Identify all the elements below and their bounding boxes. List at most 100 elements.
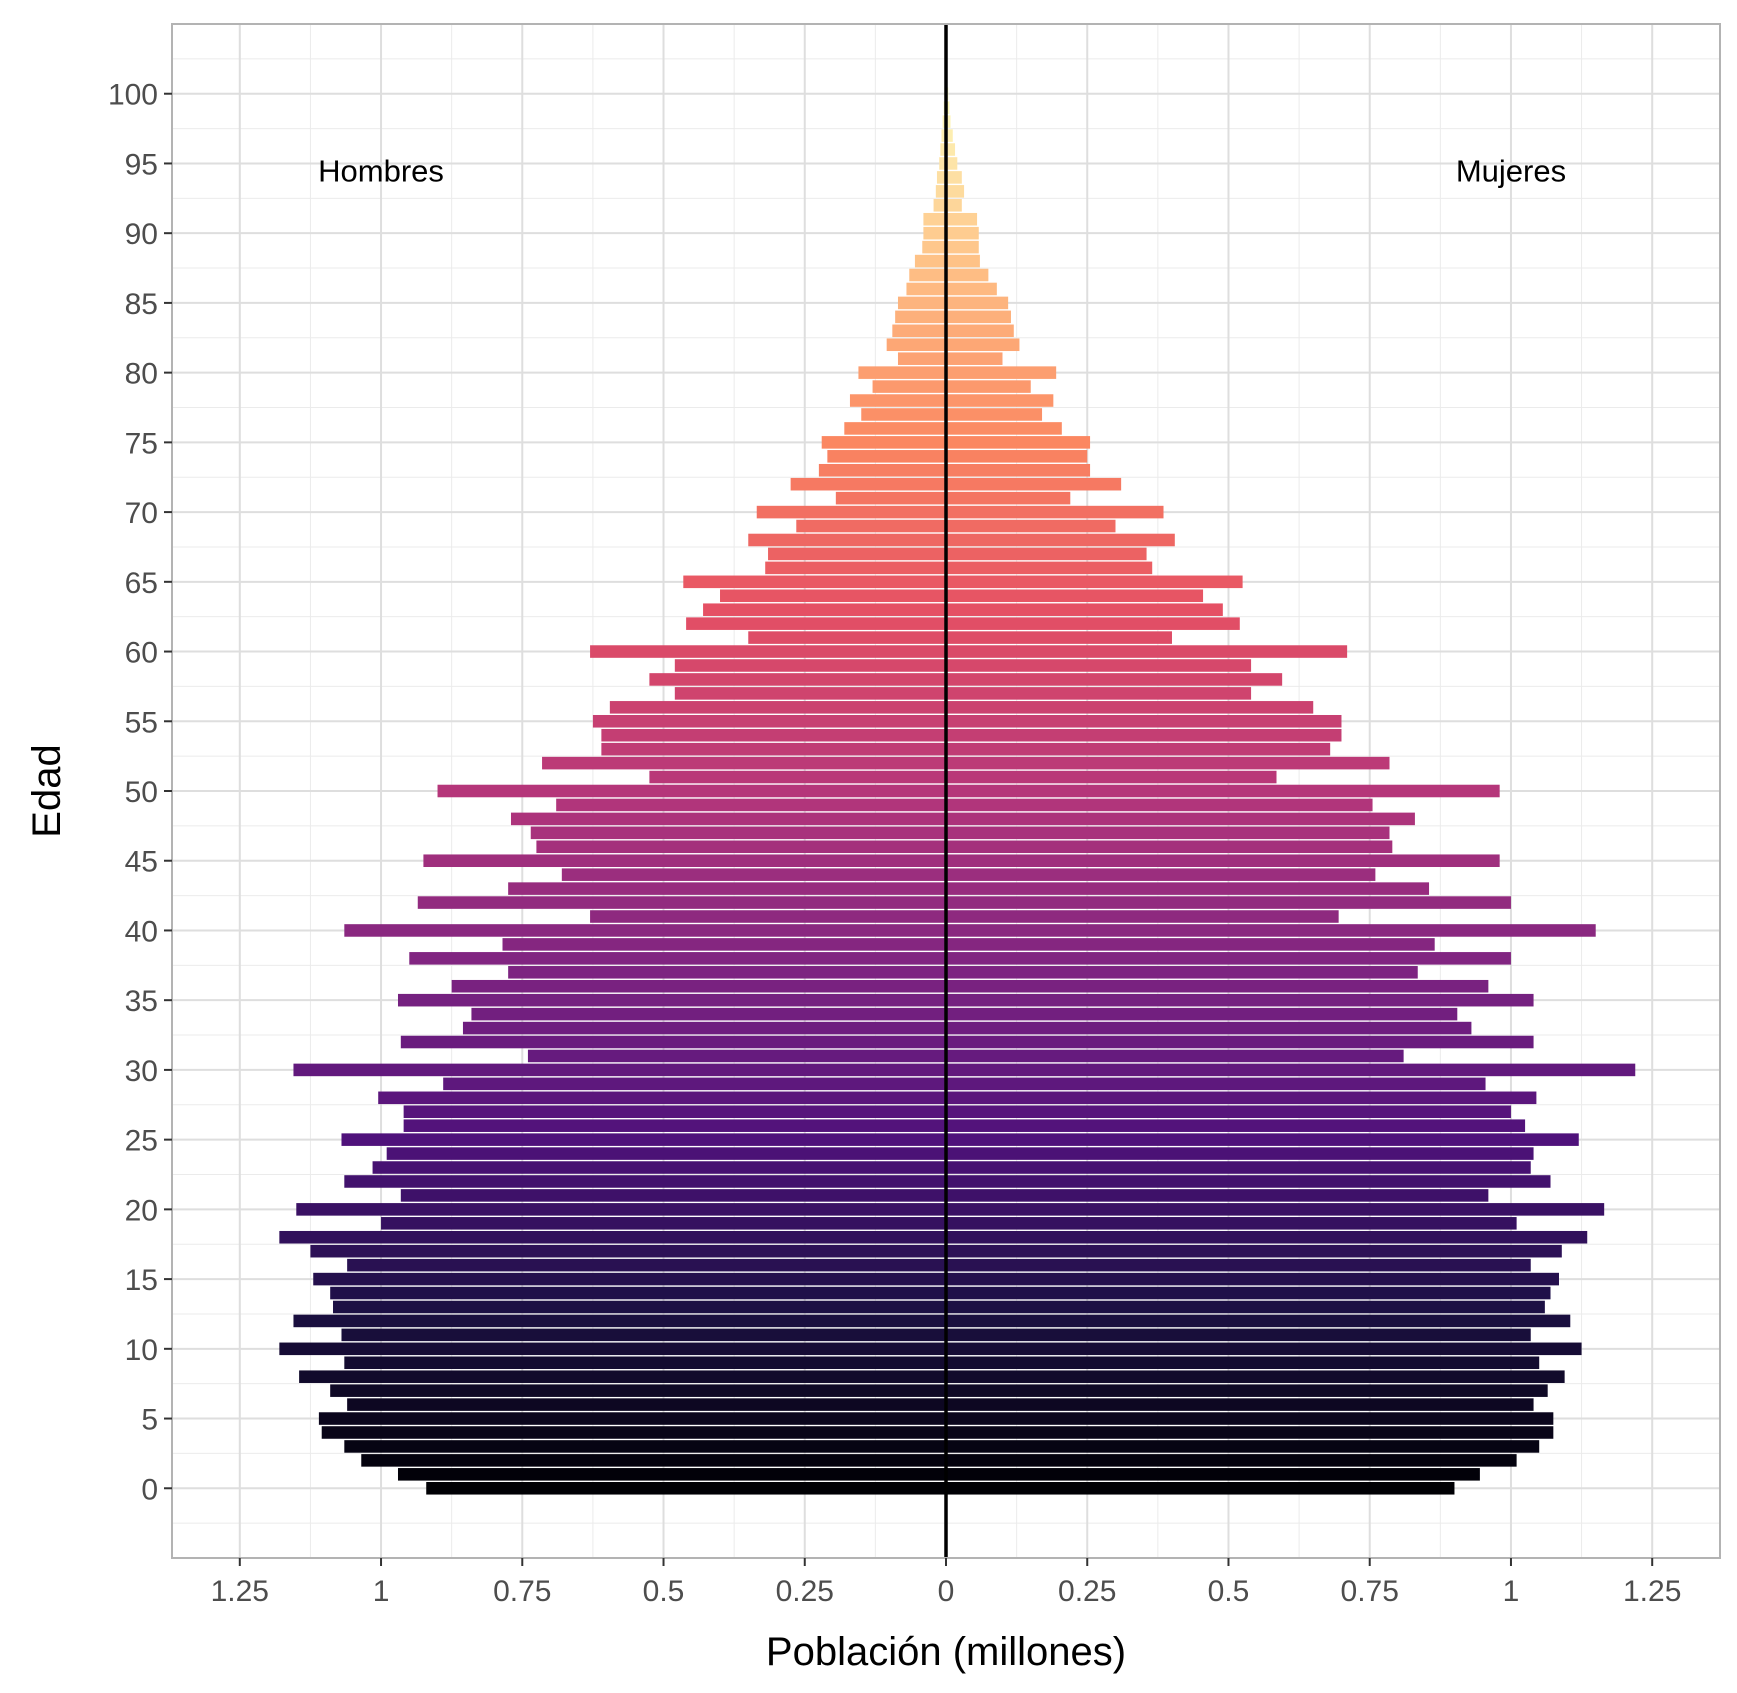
bar-mujeres-age-17: [946, 1244, 1562, 1258]
bar-mujeres-age-27: [946, 1105, 1511, 1119]
bar-hombres-age-73: [818, 463, 946, 477]
bar-mujeres-age-93: [946, 185, 965, 198]
x-tick-label: 0.75: [1341, 1575, 1399, 1608]
bars: [279, 87, 1636, 1495]
bar-mujeres-age-87: [946, 268, 989, 282]
bar-mujeres-age-22: [946, 1175, 1551, 1188]
bar-hombres-age-26: [403, 1119, 947, 1132]
y-tick-label: 25: [125, 1125, 158, 1158]
bar-hombres-age-69: [796, 519, 946, 533]
bar-hombres-age-41: [590, 910, 946, 923]
y-axis: 0 5 10 15 20 25 30 35 40 45 50 55 60 65 70 75 80 85 90 95 10…: [108, 79, 172, 1506]
bar-hombres-age-68: [748, 533, 946, 547]
bar-mujeres-age-4: [946, 1426, 1554, 1439]
bar-mujeres-age-5: [946, 1412, 1554, 1425]
bar-hombres-age-11: [341, 1328, 947, 1342]
bar-mujeres-age-49: [946, 798, 1373, 812]
bar-mujeres-age-81: [946, 352, 1003, 365]
bar-mujeres-age-38: [946, 952, 1511, 965]
bar-mujeres-age-51: [946, 770, 1277, 784]
bar-mujeres-age-33: [946, 1021, 1472, 1035]
bar-mujeres-age-15: [946, 1272, 1559, 1286]
bar-mujeres-age-79: [946, 380, 1031, 393]
bar-hombres-age-76: [844, 422, 946, 435]
y-tick-label: 80: [125, 358, 158, 391]
y-tick-label: 15: [125, 1264, 158, 1297]
bar-hombres-age-44: [561, 868, 946, 881]
bar-mujeres-age-92: [946, 199, 962, 212]
y-tick-label: 85: [125, 288, 158, 321]
bar-hombres-age-81: [897, 352, 946, 365]
bar-mujeres-age-84: [946, 310, 1011, 324]
bar-mujeres-age-32: [946, 1035, 1534, 1049]
bar-hombres-age-19: [381, 1217, 946, 1230]
bar-hombres-age-53: [601, 742, 946, 756]
bar-mujeres-age-46: [946, 840, 1393, 854]
bar-hombres-age-13: [333, 1300, 946, 1314]
bar-mujeres-age-12: [946, 1314, 1571, 1328]
bar-mujeres-age-61: [946, 631, 1172, 644]
bar-hombres-age-62: [686, 617, 946, 630]
bar-hombres-age-21: [400, 1189, 947, 1202]
y-tick-label: 60: [125, 637, 158, 670]
bar-hombres-age-90: [923, 226, 946, 240]
bar-mujeres-age-56: [946, 701, 1314, 714]
bar-mujeres-age-23: [946, 1161, 1531, 1174]
annotation-hombres: Hombres: [318, 153, 444, 188]
bar-mujeres-age-40: [946, 924, 1596, 937]
bar-mujeres-age-67: [946, 547, 1147, 561]
bar-hombres-age-60: [590, 645, 946, 658]
bar-mujeres-age-94: [946, 171, 962, 184]
x-tick-label: 0.75: [493, 1575, 551, 1608]
bar-mujeres-age-11: [946, 1328, 1531, 1342]
bar-mujeres-age-18: [946, 1230, 1588, 1244]
bar-hombres-age-97: [941, 129, 946, 142]
bar-mujeres-age-52: [946, 756, 1390, 770]
bar-hombres-age-84: [895, 310, 946, 324]
y-tick-label: 50: [125, 776, 158, 809]
bar-hombres-age-51: [649, 770, 946, 784]
bar-mujeres-age-65: [946, 575, 1243, 589]
x-tick-label: 0.5: [643, 1575, 685, 1608]
bar-mujeres-age-70: [946, 505, 1164, 519]
y-tick-label: 65: [125, 567, 158, 600]
bar-mujeres-age-91: [946, 212, 978, 226]
bar-hombres-age-72: [790, 477, 946, 491]
bar-mujeres-age-58: [946, 673, 1283, 686]
bar-mujeres-age-66: [946, 561, 1153, 575]
bar-mujeres-age-30: [946, 1063, 1636, 1077]
x-tick-label: 0.5: [1208, 1575, 1250, 1608]
bar-hombres-age-29: [443, 1077, 946, 1091]
y-tick-label: 100: [108, 79, 158, 112]
bar-hombres-age-35: [397, 993, 946, 1007]
bar-hombres-age-4: [321, 1426, 946, 1439]
bar-mujeres-age-53: [946, 742, 1331, 756]
bar-hombres-age-23: [372, 1161, 947, 1174]
bar-mujeres-age-25: [946, 1133, 1579, 1146]
y-tick-label: 5: [141, 1404, 158, 1437]
bar-mujeres-age-68: [946, 533, 1175, 547]
bar-hombres-age-10: [279, 1342, 946, 1356]
bar-hombres-age-16: [347, 1258, 946, 1272]
bar-hombres-age-15: [313, 1272, 947, 1286]
bar-mujeres-age-63: [946, 603, 1223, 616]
bar-mujeres-age-6: [946, 1398, 1534, 1411]
bar-mujeres-age-69: [946, 519, 1116, 533]
bar-mujeres-age-80: [946, 366, 1057, 379]
bar-mujeres-age-71: [946, 491, 1071, 505]
y-tick-label: 45: [125, 846, 158, 879]
bar-hombres-age-0: [426, 1481, 946, 1495]
y-tick-label: 0: [141, 1473, 158, 1506]
bar-hombres-age-14: [330, 1286, 946, 1300]
bar-hombres-age-70: [756, 505, 946, 519]
bar-mujeres-age-29: [946, 1077, 1486, 1091]
bar-hombres-age-87: [909, 268, 946, 282]
bar-hombres-age-86: [906, 282, 946, 296]
y-tick-label: 40: [125, 915, 158, 948]
bar-mujeres-age-43: [946, 882, 1430, 895]
bar-hombres-age-8: [299, 1370, 946, 1383]
bar-mujeres-age-14: [946, 1286, 1551, 1300]
bar-hombres-age-42: [417, 896, 946, 909]
x-tick-label: 0.25: [776, 1575, 834, 1608]
x-axis-title: Población (millones): [766, 1630, 1126, 1674]
